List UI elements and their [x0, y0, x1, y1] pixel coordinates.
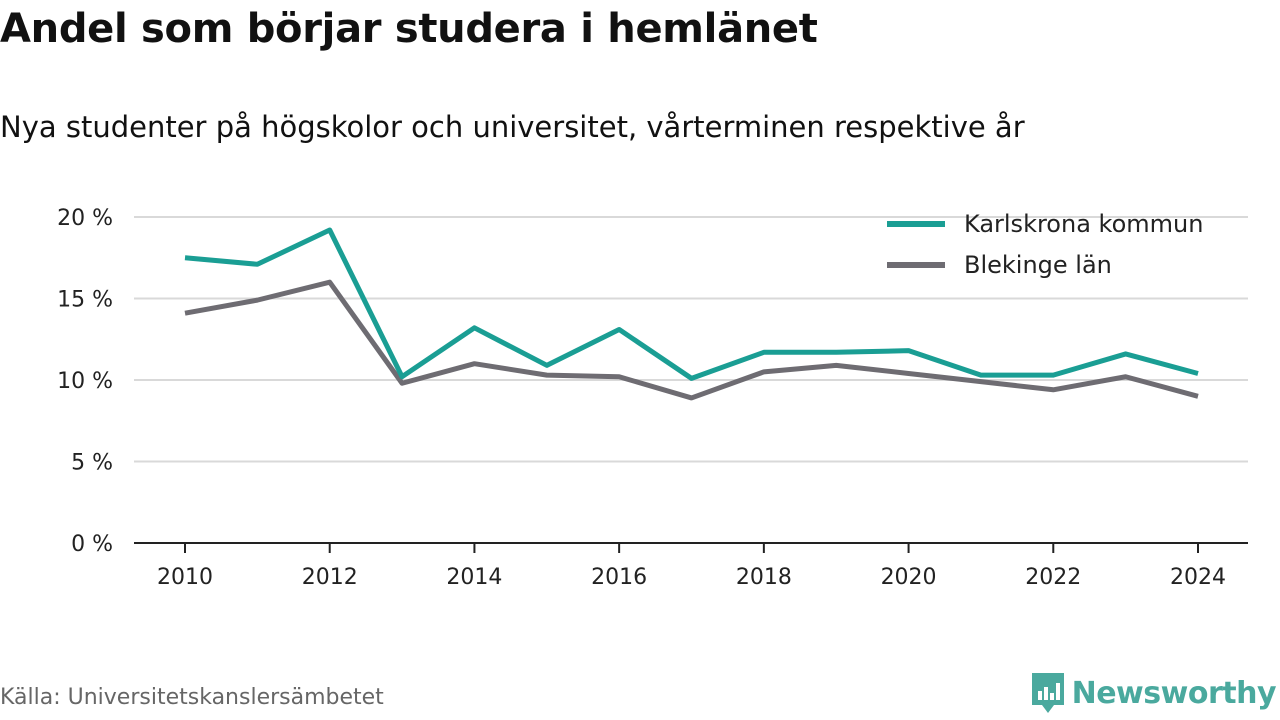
series-line — [184, 279, 1199, 401]
y-tick-label: 0 % — [71, 532, 113, 557]
line-chart: 0 %5 %10 %15 %20 % 2010 2012 2014 2016 2018 2… — [57, 206, 1248, 590]
chart-subtitle: Nya studenter på högskolor och universit… — [0, 110, 1025, 144]
legend: Karlskrona kommun Blekinge län — [887, 210, 1203, 279]
x-tick-label: 2016 — [591, 565, 647, 590]
x-tick-label: 2020 — [881, 565, 937, 590]
gridlines — [134, 216, 1248, 463]
y-tick-label: 15 % — [57, 288, 113, 313]
series-line — [184, 227, 1199, 381]
y-tick-label: 10 % — [57, 369, 113, 394]
y-tick-label: 5 % — [71, 451, 113, 476]
y-axis-ticks: 0 % 5 % 10 % 15 % 20 % — [57, 206, 113, 557]
brand-logo: Newsworthy — [1030, 671, 1277, 715]
x-axis: 2010 2012 2014 2016 2018 2020 2022 2024 — [134, 542, 1248, 590]
y-tick-label: 20 % — [57, 206, 113, 231]
legend-label: Karlskrona kommun — [964, 210, 1203, 238]
brand-name: Newsworthy — [1071, 675, 1277, 711]
x-tick-label: 2012 — [302, 565, 358, 590]
x-tick-label: 2014 — [446, 565, 502, 590]
chart-title: Andel som börjar studera i hemlänet — [0, 6, 818, 52]
source-note: Källa: Universitetskanslersämbetet — [0, 685, 384, 710]
x-tick-label: 2018 — [736, 565, 792, 590]
legend-label: Blekinge län — [964, 251, 1112, 279]
x-tick-label: 2022 — [1025, 565, 1081, 590]
series-lines — [184, 227, 1199, 401]
newsworthy-logo-icon — [1031, 673, 1064, 713]
x-tick-label: 2010 — [157, 565, 213, 590]
x-tick-label: 2024 — [1170, 565, 1226, 590]
